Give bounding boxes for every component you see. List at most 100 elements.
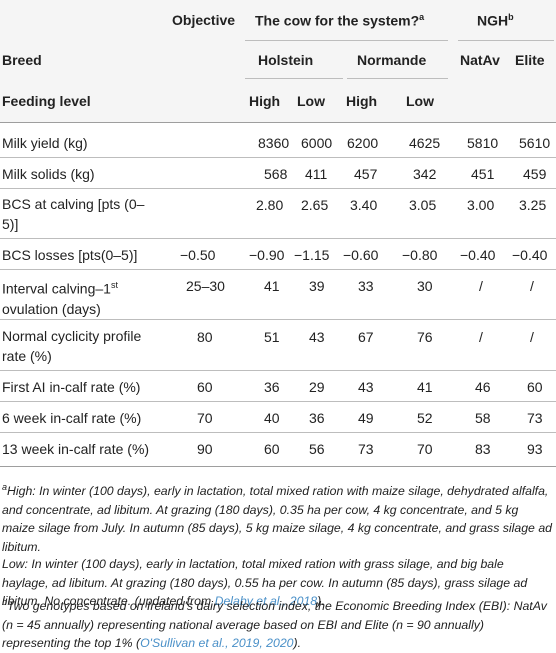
breed-label: Breed — [2, 52, 42, 68]
row-label-milk-solids: Milk solids (kg) — [2, 166, 95, 182]
cell: 4625 — [409, 135, 441, 151]
row-divider — [0, 157, 556, 158]
cell: / — [479, 329, 483, 345]
cell: 6000 — [301, 135, 333, 151]
cell: 73 — [358, 441, 374, 457]
cell: 411 — [305, 166, 328, 182]
footnote-low: Low: In winter (100 days), early in lact… — [2, 557, 528, 608]
row-label-bcs-losses: BCS losses [pts(0–5)] — [2, 247, 138, 263]
cell: 457 — [354, 166, 378, 182]
cell: 30 — [417, 278, 433, 294]
cell: 67 — [358, 329, 374, 345]
cell: 60 — [527, 379, 543, 395]
cell: 60 — [197, 379, 213, 395]
cell: 451 — [471, 166, 495, 182]
row-divider — [0, 269, 556, 270]
cell: 76 — [417, 329, 433, 345]
cell: −0.80 — [402, 247, 438, 263]
cell: 52 — [417, 410, 433, 426]
cell: 3.25 — [519, 197, 547, 213]
cell: 83 — [475, 441, 491, 457]
cell: / — [530, 278, 534, 294]
cell: 58 — [475, 410, 491, 426]
cell: 33 — [358, 278, 374, 294]
row-label-normal-cyclicity: Normal cyclicity profile rate (%) — [2, 328, 142, 364]
cell: 70 — [417, 441, 433, 457]
cell: 51 — [264, 329, 280, 345]
cell: 6200 — [347, 135, 379, 151]
cell: −0.40 — [512, 247, 548, 263]
holstein-high-header: High — [249, 93, 281, 109]
normande-underline — [347, 78, 448, 79]
citation-link[interactable]: O'Sullivan et al., 2019, 2020 — [140, 636, 294, 651]
row-divider — [0, 401, 556, 402]
elite-header: Elite — [515, 52, 545, 68]
cell: −0.60 — [343, 247, 379, 263]
footnote-a: aHigh: In winter (100 days), early in la… — [2, 482, 552, 554]
cell: 36 — [309, 410, 325, 426]
cell: 342 — [413, 166, 437, 182]
cell: 3.40 — [350, 197, 378, 213]
cell: 60 — [264, 441, 280, 457]
holstein-underline — [245, 78, 343, 79]
cell: −1.15 — [294, 247, 330, 263]
ngh-header: NGHb — [477, 12, 514, 29]
row-label-6-week: 6 week in-calf rate (%) — [2, 410, 142, 426]
cell: 2.80 — [256, 197, 284, 213]
row-divider — [0, 432, 556, 433]
cell: 568 — [264, 166, 288, 182]
cell: −0.40 — [460, 247, 496, 263]
natav-header: NatAv — [460, 52, 500, 68]
normande-header: Normande — [357, 52, 427, 68]
holstein-low-header: Low — [297, 93, 325, 109]
cell: 41 — [417, 379, 433, 395]
ngh-group-underline — [458, 40, 554, 41]
row-divider — [0, 188, 556, 189]
citation-link[interactable]: Delaby et al., 2018 — [214, 594, 318, 608]
row-divider — [0, 319, 556, 320]
cell: 41 — [264, 278, 280, 294]
cell: 5810 — [467, 135, 499, 151]
footnote-b: bTwo genotypes based on Ireland's dairy … — [2, 597, 547, 651]
cell: −0.50 — [180, 247, 216, 263]
cell: 73 — [527, 410, 543, 426]
cell: 70 — [197, 410, 213, 426]
cell: 8360 — [258, 135, 290, 151]
cell: 43 — [358, 379, 374, 395]
cell: 3.00 — [467, 197, 495, 213]
row-label-bcs-calving: BCS at calving [pts (0–5)] — [2, 196, 145, 232]
normande-high-header: High — [346, 93, 378, 109]
feeding-level-label: Feeding level — [2, 93, 91, 109]
cow-group-underline — [245, 40, 448, 41]
row-label-milk-yield: Milk yield (kg) — [2, 135, 88, 151]
row-label-first-ai: First AI in-calf rate (%) — [2, 379, 141, 395]
cell: 56 — [309, 441, 325, 457]
row-label-13-week: 13 week in-calf rate (%) — [2, 441, 150, 457]
cell: 80 — [197, 329, 213, 345]
row-label-interval-calving: Interval calving–1st ovulation (days) — [2, 280, 118, 317]
header-background — [0, 0, 556, 122]
cell: 29 — [309, 379, 325, 395]
header-bottom-rule — [0, 122, 556, 123]
cell: 40 — [264, 410, 280, 426]
cell: 46 — [475, 379, 491, 395]
cell: 49 — [358, 410, 374, 426]
table-bottom-rule — [0, 466, 556, 467]
row-divider — [0, 238, 556, 239]
cow-system-header: The cow for the system?a — [255, 12, 425, 29]
row-divider — [0, 370, 556, 371]
cell: 43 — [309, 329, 325, 345]
cell: / — [530, 329, 534, 345]
cell: 2.65 — [301, 197, 329, 213]
objective-header: Objective — [172, 12, 236, 28]
normande-low-header: Low — [406, 93, 434, 109]
cell: / — [479, 278, 483, 294]
cell: 3.05 — [409, 197, 437, 213]
cell: 39 — [309, 278, 325, 294]
cell: 459 — [523, 166, 547, 182]
cell: 36 — [264, 379, 280, 395]
holstein-header: Holstein — [258, 52, 314, 68]
cell: −0.90 — [249, 247, 285, 263]
cell: 5610 — [519, 135, 551, 151]
